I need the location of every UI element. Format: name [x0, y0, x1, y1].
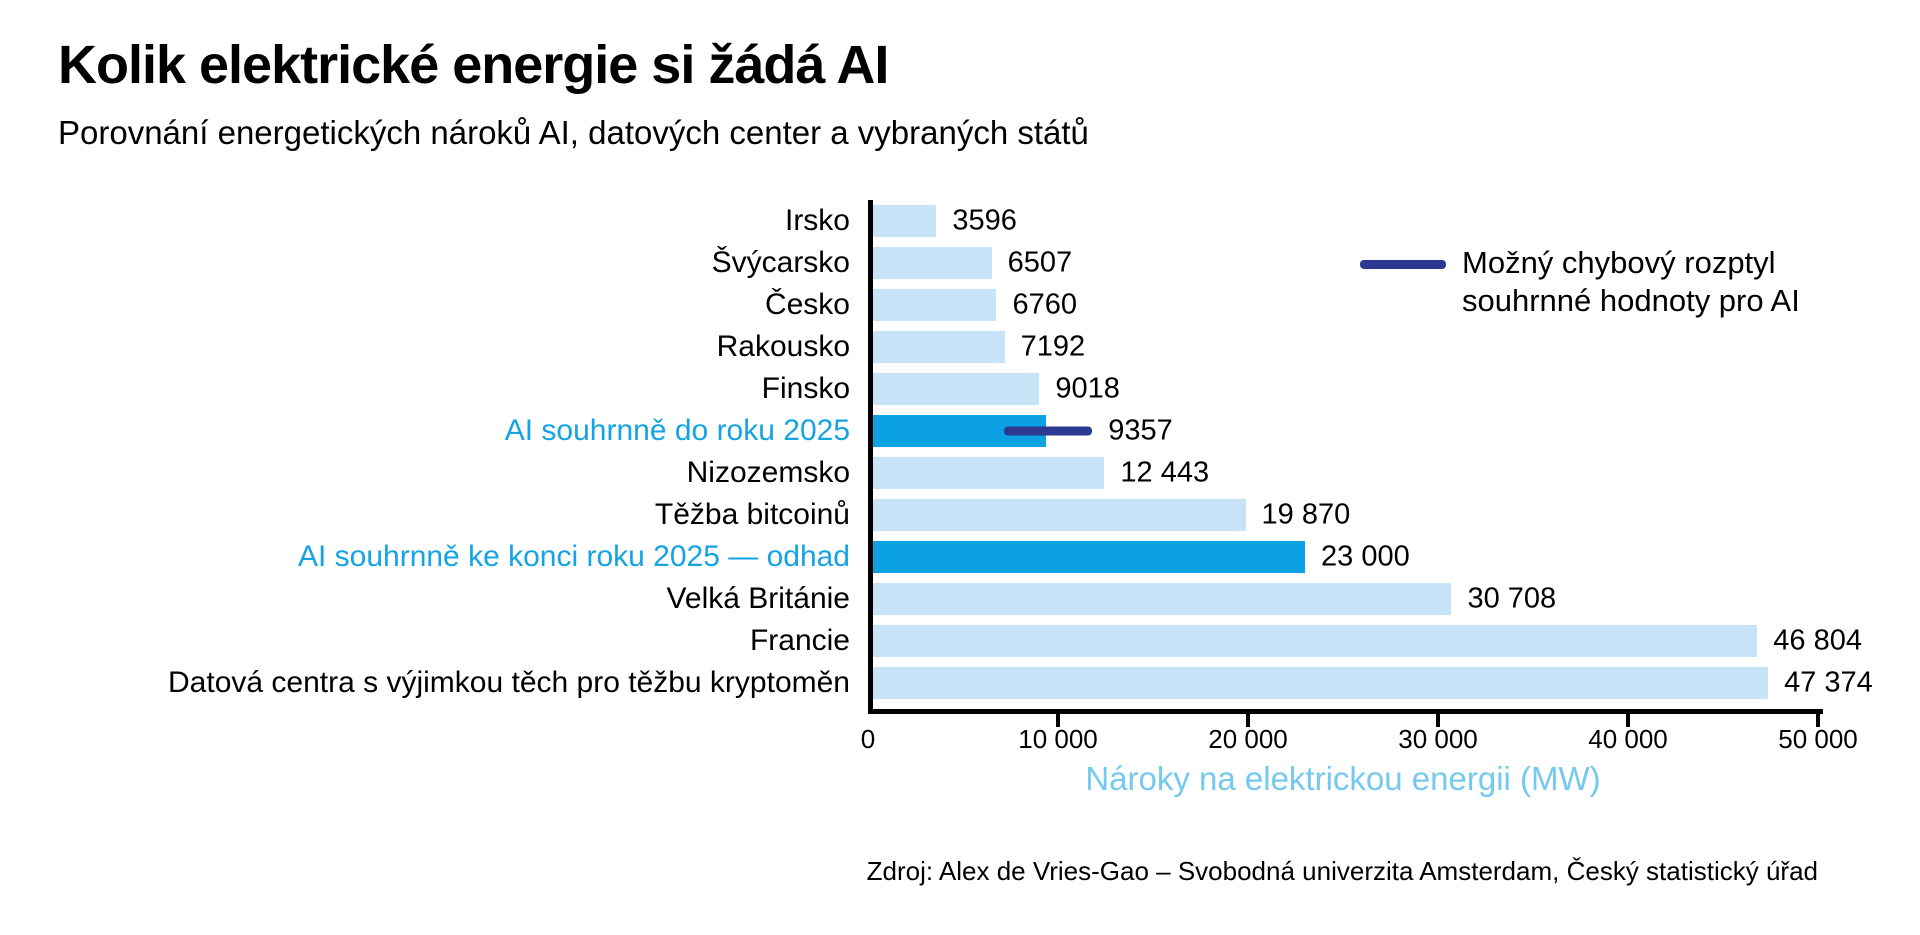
chart-subtitle: Porovnání energetických nároků AI, datov… [58, 114, 1089, 151]
x-axis-tick [1816, 714, 1820, 727]
source-credit: Zdroj: Alex de Vries-Gao – Svobodná univ… [866, 856, 1818, 886]
x-axis-tick-label: 30 000 [1398, 724, 1478, 754]
bar [868, 205, 937, 237]
bar-value: 3596 [952, 204, 1017, 237]
legend-label: Možný chybový rozptyl souhrnné hodnoty p… [1462, 244, 1800, 320]
legend: Možný chybový rozptyl souhrnné hodnoty p… [1360, 244, 1800, 320]
category-label: Finsko [761, 372, 850, 405]
chart-row: Rakousko 7192 [58, 326, 1818, 368]
bar-value: 47 374 [1784, 666, 1873, 699]
chart-row: Nizozemsko 12 443 [58, 452, 1818, 494]
category-label: AI souhrnně ke konci roku 2025 — odhad [297, 540, 850, 573]
category-label: Rakousko [716, 330, 850, 363]
bar [868, 331, 1005, 363]
chart-row: Velká Británie 30 708 [58, 578, 1818, 620]
chart-row: Česko 6760 [58, 284, 1818, 326]
bar-value: 19 870 [1261, 498, 1351, 531]
chart-row: Irsko 3596 [58, 200, 1818, 242]
bar [868, 247, 992, 279]
chart-row: AI souhrnně do roku 2025 9357 [58, 410, 1818, 452]
error-bar [1003, 426, 1093, 436]
error-bar-legend-swatch [1360, 260, 1446, 269]
bar-chart: Irsko 3596 Švýcarsko 6507 Česko 6760 Rakousko 7… [58, 200, 1873, 840]
bar-value: 30 708 [1467, 582, 1557, 615]
bar-track: 3596 [868, 200, 1818, 242]
bar [868, 289, 997, 321]
category-label: Švýcarsko [711, 246, 850, 279]
x-axis-tick [1056, 714, 1060, 727]
category-label: Nizozemsko [686, 456, 850, 489]
bar-track: 6760 [868, 284, 1818, 326]
bar-value: 46 804 [1773, 624, 1862, 657]
legend-label-line1: Možný chybový rozptyl [1462, 245, 1776, 280]
chart-row: Těžba bitcoinů 19 870 [58, 494, 1818, 536]
category-label: AI souhrnně do roku 2025 [504, 414, 850, 447]
bar-track: 19 870 [868, 494, 1818, 536]
bar-track: 30 708 [868, 578, 1818, 620]
chart-row: Datová centra s výjimkou těch pro těžbu … [58, 662, 1873, 704]
category-label: Irsko [784, 204, 850, 237]
bar-value: 6760 [1012, 288, 1077, 321]
chart-row: AI souhrnně ke konci roku 2025 — odhad 23… [58, 536, 1818, 578]
category-label: Datová centra s výjimkou těch pro těžbu … [168, 666, 850, 699]
bar-highlight [868, 541, 1305, 573]
chart-row: Finsko 9018 [58, 368, 1818, 410]
bar-track: 6507 [868, 242, 1818, 284]
chart-rows: Irsko 3596 Švýcarsko 6507 Česko 6760 Rakousko 7… [58, 200, 1873, 704]
y-axis-line [868, 200, 873, 714]
bar-value: 12 443 [1120, 456, 1210, 489]
bar-track: 12 443 [868, 452, 1818, 494]
bar-value: 9018 [1055, 372, 1120, 405]
bar-track: 9357 [868, 410, 1818, 452]
chart-title: Kolik elektrické energie si žádá AI [58, 35, 889, 95]
bar-track: 23 000 [868, 536, 1818, 578]
bar-value: 6507 [1007, 246, 1073, 279]
x-axis-tick [1436, 714, 1440, 727]
chart-row: Francie 46 804 [58, 620, 1862, 662]
category-label: Francie [749, 624, 850, 657]
x-axis-tick-label: 40 000 [1588, 724, 1668, 754]
bar-track: 47 374 [868, 662, 1873, 704]
bar-value: 9357 [1108, 414, 1173, 447]
bar-value: 23 000 [1321, 540, 1410, 573]
bar-track: 9018 [868, 368, 1818, 410]
bar-track: 7192 [868, 326, 1818, 368]
chart-row: Švýcarsko 6507 [58, 242, 1818, 284]
x-axis-tick-label: 50 000 [1778, 724, 1858, 754]
legend-label-line2: souhrnné hodnoty pro AI [1462, 283, 1800, 318]
bar [868, 373, 1040, 405]
x-axis-line [868, 709, 1823, 714]
bar [868, 499, 1246, 531]
x-axis-tick [1626, 714, 1630, 727]
bar [868, 625, 1758, 657]
category-label: Česko [764, 288, 850, 321]
bar [868, 667, 1769, 699]
x-axis-tick-label: 10 000 [1018, 724, 1098, 754]
bar [868, 457, 1105, 489]
x-axis-tick-label: 20 000 [1208, 724, 1288, 754]
bar [868, 583, 1452, 615]
x-axis-tick-label: 0 [860, 724, 876, 754]
category-label: Těžba bitcoinů [654, 498, 850, 531]
bar-track: 46 804 [868, 620, 1862, 662]
x-axis-tick [1246, 714, 1250, 727]
bar-value: 7192 [1020, 330, 1086, 363]
x-axis-title: Nároky na elektrickou energii (MW) [1085, 760, 1601, 797]
category-label: Velká Británie [666, 582, 850, 615]
